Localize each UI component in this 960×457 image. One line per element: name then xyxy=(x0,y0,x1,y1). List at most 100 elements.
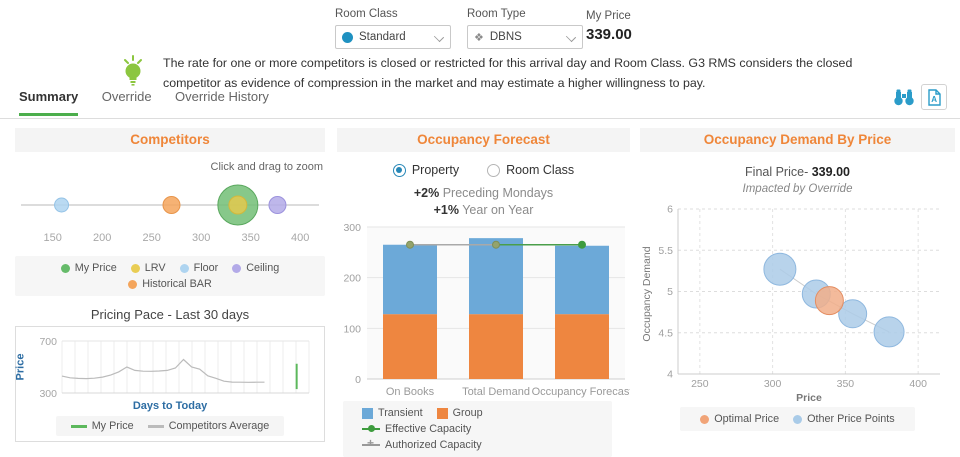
competitors-panel: Competitors Click and drag to zoom 150 20… xyxy=(14,128,325,442)
competitors-panel-title: Competitors xyxy=(15,128,325,152)
legend-label: Other Price Points xyxy=(807,413,895,425)
pdf-export-icon[interactable]: A xyxy=(921,84,947,110)
pricing-pace-xlabel: Days to Today xyxy=(132,400,208,412)
svg-text:400: 400 xyxy=(291,232,309,244)
bar-transient[interactable] xyxy=(555,245,609,315)
stat-value: +1% xyxy=(433,203,459,217)
legend-item[interactable]: Historical BAR xyxy=(128,278,212,290)
bar-group[interactable] xyxy=(555,314,609,379)
svg-text:5: 5 xyxy=(667,286,673,298)
radio-room-class-label: Room Class xyxy=(506,163,575,177)
demand-by-price-panel: Occupancy Demand By Price Final Price- 3… xyxy=(640,128,955,431)
final-price-line: Final Price- 339.00 xyxy=(640,165,955,179)
demand-by-price-legend: Optimal Price Other Price Points xyxy=(680,407,915,431)
final-price-value: 339.00 xyxy=(811,165,850,179)
bubble-lrv[interactable] xyxy=(228,195,248,215)
pricing-pace-legend: My Price Competitors Average xyxy=(56,416,284,436)
stat-year-on-year: +1% Year on Year xyxy=(337,203,630,217)
legend-item[interactable]: Optimal Price xyxy=(700,413,779,425)
room-type-value: DBNS xyxy=(489,31,522,43)
legend-label: Transient xyxy=(378,407,423,419)
svg-text:300: 300 xyxy=(39,388,57,399)
legend-label: My Price xyxy=(91,420,134,432)
legend-label: Historical BAR xyxy=(142,278,212,290)
occupancy-forecast-title: Occupancy Forecast xyxy=(337,128,630,152)
svg-text:Total Demand: Total Demand xyxy=(462,386,530,398)
svg-text:A: A xyxy=(931,95,937,104)
my-price-value: 339.00 xyxy=(586,26,632,43)
svg-text:350: 350 xyxy=(837,378,855,390)
tab-summary[interactable]: Summary xyxy=(19,89,79,116)
svg-text:250: 250 xyxy=(142,232,160,244)
bar-transient[interactable] xyxy=(469,238,523,315)
legend-label: Authorized Capacity xyxy=(385,439,482,451)
svg-text:350: 350 xyxy=(242,232,260,244)
scatter-point-optimal-price[interactable] xyxy=(814,286,844,316)
scatter-point-other-price-points[interactable] xyxy=(838,299,868,329)
chevron-down-icon xyxy=(565,31,577,43)
room-type-control: Room Type ❖ DBNS xyxy=(467,8,583,49)
tab-override-history[interactable]: Override History xyxy=(175,89,269,104)
pricing-pace-ylabel: Price xyxy=(14,353,27,381)
lightbulb-icon xyxy=(116,52,150,88)
competitors-bubble-chart[interactable]: 150 200 250 300 350 400 xyxy=(15,173,325,253)
legend-item[interactable]: Ceiling xyxy=(232,262,279,274)
svg-text:100: 100 xyxy=(343,323,361,335)
legend-item[interactable]: + Authorized Capacity xyxy=(362,437,482,451)
legend-label: Group xyxy=(452,407,483,419)
svg-text:6: 6 xyxy=(667,204,673,216)
my-price-label: My Price xyxy=(586,10,631,22)
svg-text:4.5: 4.5 xyxy=(658,327,673,339)
legend-label: Floor xyxy=(193,262,219,274)
svg-text:300: 300 xyxy=(192,232,210,244)
bar-transient[interactable] xyxy=(383,244,437,315)
radio-room-class[interactable]: Room Class xyxy=(487,163,574,177)
legend-label: Optimal Price xyxy=(714,413,780,425)
my-price-block: My Price 339.00 xyxy=(586,10,632,43)
legend-item[interactable]: Group xyxy=(436,407,483,419)
legend-label: LRV xyxy=(144,262,166,274)
radio-property-label: Property xyxy=(411,163,460,177)
legend-item[interactable]: Other Price Points xyxy=(793,413,895,425)
bubble-ceiling[interactable] xyxy=(268,196,287,214)
svg-text:250: 250 xyxy=(691,378,709,390)
room-class-value: Standard xyxy=(359,31,406,43)
scatter-point-other-price-points[interactable] xyxy=(873,316,905,348)
legend-item[interactable]: Competitors Average xyxy=(147,420,269,432)
svg-text:5.5: 5.5 xyxy=(658,245,673,257)
scatter-point-other-price-points[interactable] xyxy=(763,252,797,286)
legend-item[interactable]: Effective Capacity xyxy=(362,423,471,435)
radio-property[interactable]: Property xyxy=(392,163,460,177)
pricing-pace-chart: 700 300 xyxy=(39,336,310,399)
legend-item[interactable]: My Price xyxy=(70,420,134,432)
legend-label: My Price xyxy=(74,262,117,274)
tab-override[interactable]: Override xyxy=(101,89,152,104)
occupancy-forecast-panel: Occupancy Forecast Property Room Class +… xyxy=(337,128,630,457)
room-class-color-icon xyxy=(342,31,353,43)
legend-item[interactable]: Floor xyxy=(179,262,219,274)
tabs-bar: Summary Override Override History xyxy=(0,88,960,119)
room-class-label: Room Class xyxy=(335,8,398,20)
room-class-select[interactable]: Standard xyxy=(335,25,451,49)
legend-item[interactable]: Transient xyxy=(362,407,423,419)
bar-group[interactable] xyxy=(383,314,437,379)
svg-text:4: 4 xyxy=(667,369,673,381)
svg-text:On Books: On Books xyxy=(386,386,435,398)
occupancy-forecast-legend: Transient Group Effective Capacity + Authori… xyxy=(343,401,612,457)
bubble-floor[interactable] xyxy=(54,197,70,213)
svg-text:Price: Price xyxy=(796,392,822,404)
forecast-scope-radios: Property Room Class xyxy=(337,163,630,177)
notice-text: The rate for one or more competitors is … xyxy=(163,56,853,90)
legend-item[interactable]: LRV xyxy=(130,262,166,274)
demand-by-price-chart: 4 4.5 5 5.5 6 250 300 350 400 Occupancy Demand Pri… xyxy=(641,204,940,404)
stat-label: Year on Year xyxy=(462,203,534,217)
room-type-label: Room Type xyxy=(467,8,526,20)
radio-icon xyxy=(392,163,406,177)
legend-label: Ceiling xyxy=(246,262,280,274)
binoculars-icon[interactable] xyxy=(893,86,915,108)
bubble-historical-bar[interactable] xyxy=(162,196,181,214)
legend-item[interactable]: My Price xyxy=(60,262,117,274)
chevron-down-icon xyxy=(433,31,445,43)
bar-group[interactable] xyxy=(469,314,523,379)
room-type-select[interactable]: ❖ DBNS xyxy=(467,25,583,49)
